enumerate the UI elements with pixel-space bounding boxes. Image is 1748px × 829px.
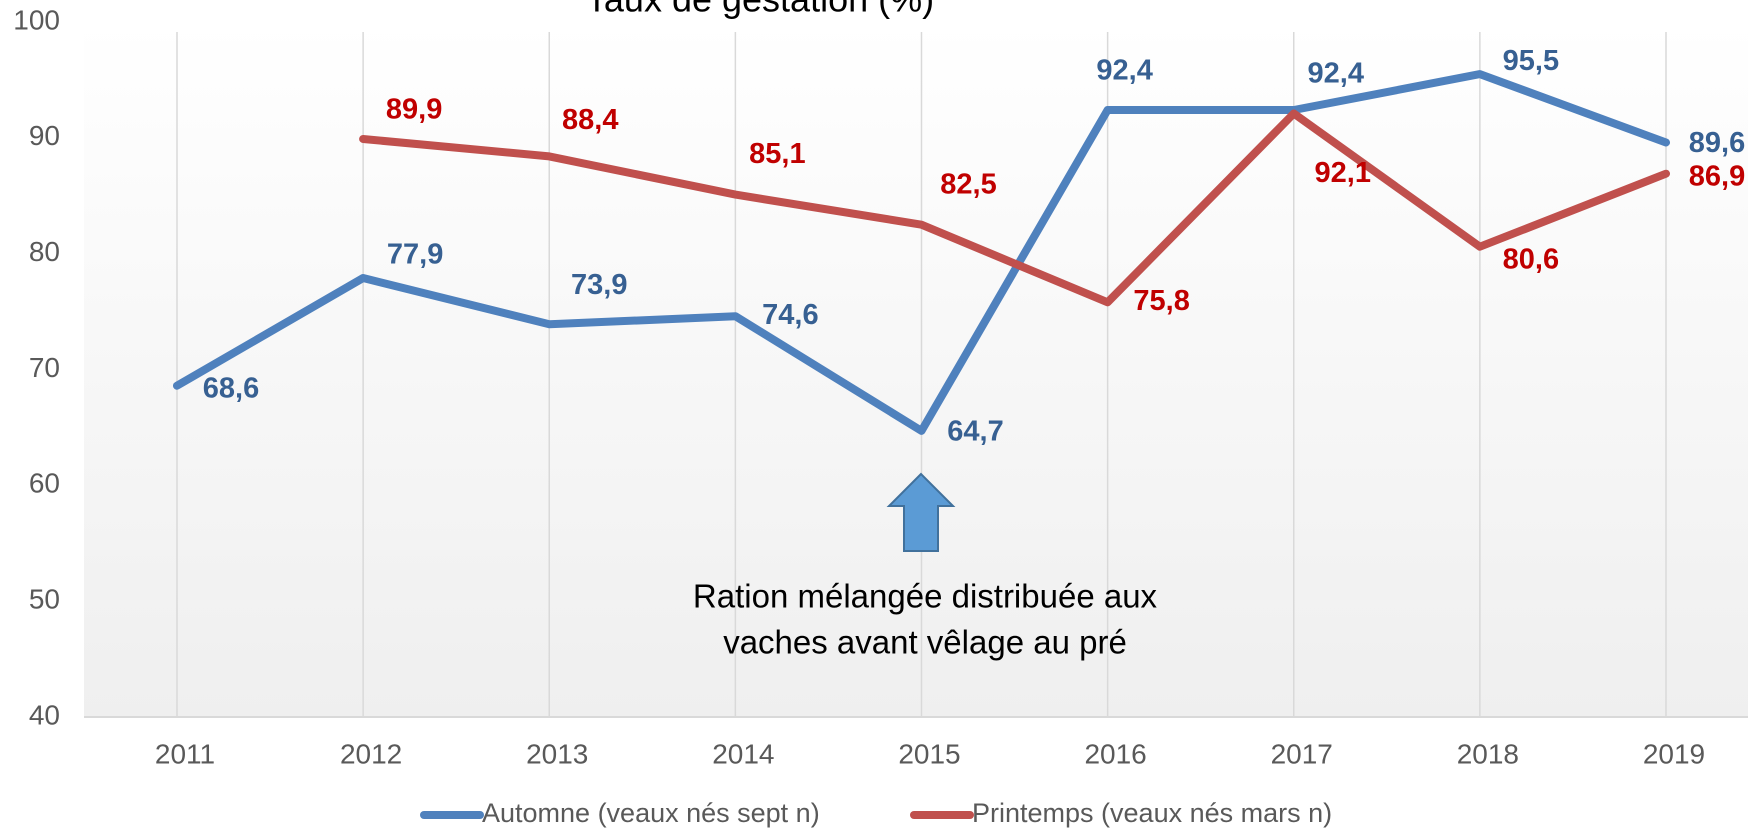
data-label: 89,9 — [386, 94, 442, 126]
series-line — [173, 70, 1670, 435]
data-label: 88,4 — [562, 104, 618, 136]
x-tick-label: 2011 — [155, 738, 215, 769]
data-label: 80,6 — [1503, 243, 1559, 275]
data-label: 68,6 — [203, 372, 259, 404]
chart-title: Taux de gestation (%) — [586, 0, 934, 20]
legend-label: Printemps (veaux nés mars n) — [972, 798, 1332, 828]
data-label: 95,5 — [1503, 45, 1559, 77]
data-label: 92,4 — [1096, 55, 1152, 87]
x-tick-label: 2012 — [340, 738, 402, 769]
annotation: Ration mélangée distribuée aux — [693, 578, 1158, 615]
data-label: 92,1 — [1315, 157, 1371, 189]
data-label: 89,6 — [1689, 127, 1745, 159]
y-tick-label: 100 — [13, 4, 60, 35]
data-label: 82,5 — [940, 168, 996, 200]
x-tick-label: 2016 — [1084, 738, 1146, 769]
annotation: vaches avant vêlage au pré — [723, 624, 1127, 661]
data-label: 86,9 — [1689, 160, 1745, 192]
data-label: 64,7 — [947, 416, 1003, 448]
legend-label: Automne (veaux nés sept n) — [482, 798, 820, 828]
x-tick-label: 2013 — [526, 738, 588, 769]
data-label: 73,9 — [571, 269, 627, 301]
data-label: 77,9 — [387, 239, 443, 271]
y-tick-label: 40 — [29, 699, 60, 730]
data-label: 74,6 — [762, 299, 818, 331]
y-tick-label: 60 — [29, 468, 60, 499]
y-tick-label: 80 — [29, 236, 60, 267]
x-tick-label: 2019 — [1643, 738, 1705, 769]
y-tick-label: 50 — [29, 584, 60, 615]
x-tick-label: 2018 — [1457, 738, 1519, 769]
y-tick-label: 70 — [29, 352, 60, 383]
data-label: 75,8 — [1133, 285, 1189, 317]
x-tick-label: 2015 — [898, 738, 960, 769]
x-tick-label: 2017 — [1271, 738, 1333, 769]
series-line — [359, 109, 1670, 307]
arrow — [886, 472, 956, 552]
data-label: 92,4 — [1308, 58, 1364, 90]
x-tick-label: 2014 — [712, 738, 774, 769]
y-tick-label: 90 — [29, 120, 60, 151]
data-label: 85,1 — [749, 138, 805, 170]
